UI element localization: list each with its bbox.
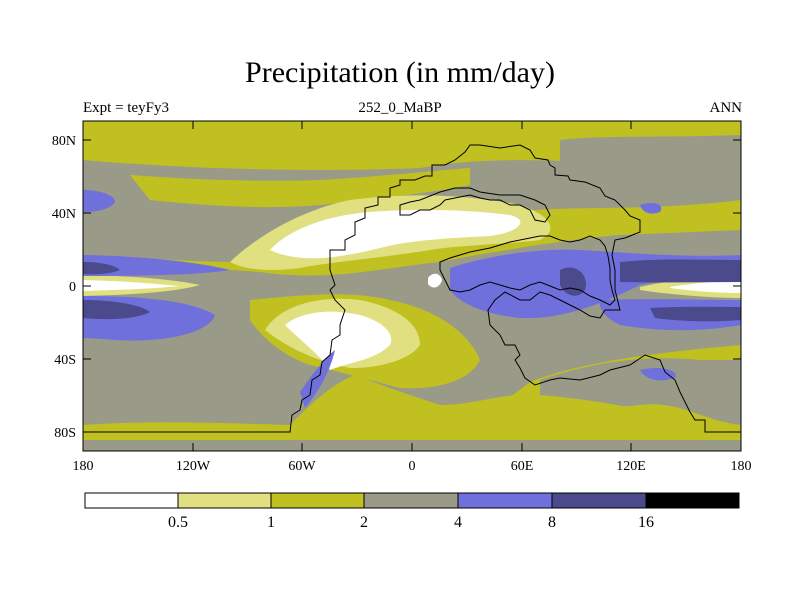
field-navy-east	[620, 259, 741, 283]
x-tick-label: 180	[73, 459, 94, 474]
y-axis	[83, 139, 741, 433]
colorbar-box-6	[645, 492, 740, 509]
field-blue-w-north	[83, 255, 230, 276]
precipitation-field	[83, 121, 741, 451]
field-white-south	[285, 311, 392, 370]
field-white-equator-e	[670, 281, 741, 293]
field-blue-se	[640, 367, 676, 381]
colorbar-label: 4	[454, 514, 462, 531]
y-tick-label: 80S	[54, 426, 76, 441]
field-gray-east	[560, 135, 741, 170]
pangea-west-coast	[329, 144, 741, 433]
colorbar-box-0	[84, 492, 179, 509]
colorbar-label: 16	[638, 514, 654, 531]
x-tick-label: 0	[409, 459, 416, 474]
field-olive-south	[83, 375, 741, 440]
field-blue-ne	[640, 202, 662, 214]
field-white-equator-w	[83, 280, 180, 291]
period-label: 252_0_MaBP	[358, 100, 442, 116]
colorbar-box-2	[270, 492, 365, 509]
field-blue-sw-coast	[300, 350, 335, 408]
tethys-embayment	[439, 235, 616, 306]
colorbar-box-4	[457, 492, 553, 509]
y-tick-label: 0	[69, 280, 76, 295]
colorbar-label: 2	[360, 514, 368, 531]
y-tick-label: 80N	[52, 134, 76, 149]
field-navy-e-south	[650, 306, 741, 322]
x-tick-label: 120W	[176, 459, 211, 474]
colorbar-box-1	[177, 492, 272, 509]
colorbar-box-5	[551, 492, 647, 509]
y-tick-label: 40N	[52, 207, 76, 222]
x-tick-label: 120E	[616, 459, 646, 474]
pangea-south-coast	[83, 269, 346, 433]
colorbar-label: 1	[267, 514, 275, 531]
x-tick-label: 60E	[511, 459, 534, 474]
field-white-north	[270, 209, 521, 259]
colorbar-label: 8	[548, 514, 556, 531]
continent-outline	[83, 144, 741, 433]
colorbar	[84, 492, 740, 509]
season-label: ANN	[709, 100, 743, 116]
pangea-inner-sea	[399, 187, 551, 223]
colorbar-box-3	[363, 492, 459, 509]
field-blue-nw	[83, 190, 115, 212]
map-title: Precipitation (in mm/day)	[245, 56, 555, 89]
colorbar-label: 0.5	[168, 514, 188, 531]
x-tick-label: 60W	[288, 459, 316, 474]
x-axis	[82, 121, 742, 451]
field-white-small	[428, 273, 442, 288]
x-tick-label: 180	[731, 459, 752, 474]
field-navy-w-north	[83, 262, 120, 275]
field-navy-w-south	[83, 300, 150, 320]
experiment-label: Expt = teyFy3	[83, 100, 169, 116]
y-tick-label: 40S	[54, 353, 76, 368]
